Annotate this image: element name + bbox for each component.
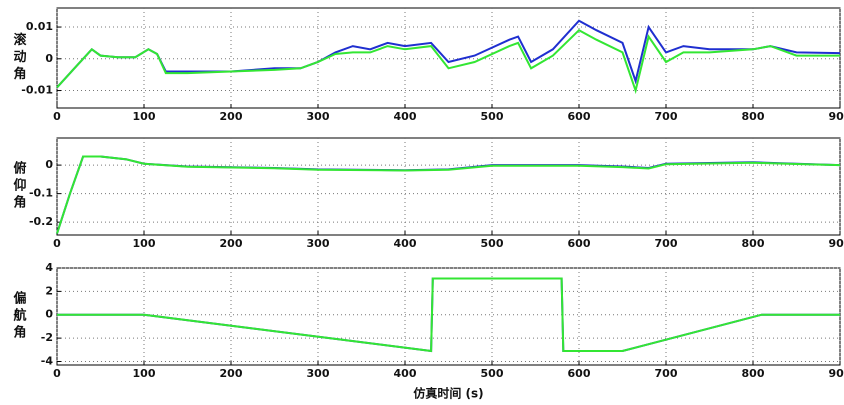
x-tick-label: 500 bbox=[481, 367, 504, 380]
x-tick-label: 500 bbox=[481, 237, 504, 250]
x-tick-label: 200 bbox=[220, 237, 243, 250]
x-tick-label: 0 bbox=[53, 110, 61, 123]
x-tick-label: 200 bbox=[220, 110, 243, 123]
x-tick-label: 100 bbox=[133, 110, 156, 123]
x-tick-label: 300 bbox=[307, 237, 330, 250]
y-tick-label: 0 bbox=[45, 308, 53, 321]
x-tick-label: 800 bbox=[742, 237, 765, 250]
x-tick-label: 0 bbox=[53, 237, 61, 250]
plot-area bbox=[56, 267, 841, 366]
x-tick-label: 800 bbox=[742, 367, 765, 380]
x-tick-label: 800 bbox=[742, 110, 765, 123]
x-tick-label: 400 bbox=[394, 110, 417, 123]
y-tick-label: -4 bbox=[41, 354, 54, 367]
x-tick-label: 0 bbox=[53, 367, 61, 380]
x-tick-label: 300 bbox=[307, 110, 330, 123]
y-axis-label: 滚动角 bbox=[11, 32, 27, 84]
y-tick-label: 0.01 bbox=[26, 20, 53, 33]
y-axis-label: 俯仰角 bbox=[11, 160, 27, 212]
x-tick-label: 700 bbox=[655, 367, 678, 380]
x-tick-label: 400 bbox=[394, 367, 417, 380]
y-tick-label: 2 bbox=[45, 284, 53, 297]
plot-area bbox=[56, 137, 841, 236]
x-tick-label: 400 bbox=[394, 237, 417, 250]
x-tick-label: 900 bbox=[829, 367, 844, 380]
y-tick-label: -0.01 bbox=[21, 84, 53, 97]
plot-area bbox=[56, 7, 841, 109]
line-series bbox=[57, 277, 840, 353]
x-tick-label: 700 bbox=[655, 110, 678, 123]
x-tick-label: 700 bbox=[655, 237, 678, 250]
y-tick-label: 0 bbox=[45, 158, 53, 171]
x-tick-label: 100 bbox=[133, 367, 156, 380]
x-tick-label: 300 bbox=[307, 367, 330, 380]
x-tick-label: 900 bbox=[829, 110, 844, 123]
y-tick-label: -2 bbox=[41, 331, 53, 344]
x-tick-label: 600 bbox=[568, 367, 591, 380]
x-tick-label: 600 bbox=[568, 110, 591, 123]
x-tick-label: 200 bbox=[220, 367, 243, 380]
x-tick-label: 900 bbox=[829, 237, 844, 250]
x-axis-label: 仿真时间 (s) bbox=[413, 386, 483, 401]
x-tick-label: 500 bbox=[481, 110, 504, 123]
line-series bbox=[56, 155, 841, 234]
x-tick-label: 100 bbox=[133, 237, 156, 250]
y-tick-label: -0.1 bbox=[29, 187, 53, 200]
y-tick-label: 4 bbox=[45, 261, 53, 274]
line-series bbox=[56, 28, 840, 95]
y-axis-label: 偏航角 bbox=[11, 290, 27, 342]
y-tick-label: -0.2 bbox=[29, 215, 53, 228]
x-tick-label: 600 bbox=[568, 237, 591, 250]
y-tick-label: 0 bbox=[45, 52, 53, 65]
